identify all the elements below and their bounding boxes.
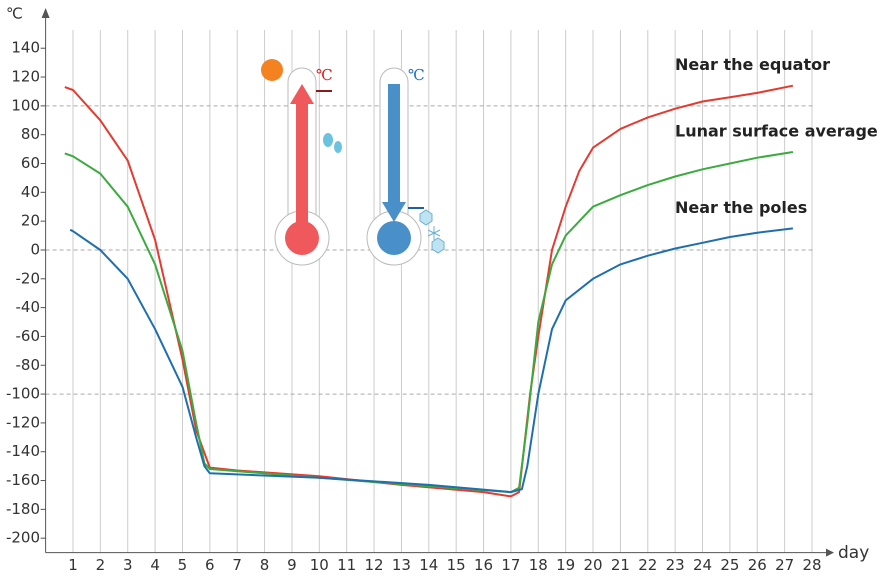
y-tick-label: -40 bbox=[16, 298, 41, 316]
series-label: Near the poles bbox=[675, 198, 807, 217]
y-tick-label: -80 bbox=[16, 356, 41, 374]
thermometer-bulb-fill bbox=[285, 221, 319, 255]
thermometer-bulb-fill bbox=[377, 221, 411, 255]
sun-icon bbox=[261, 59, 283, 81]
y-tick-label: 20 bbox=[21, 212, 40, 230]
thermometer-icons: ℃ ℃ bbox=[261, 59, 444, 265]
icon-unit: ℃ bbox=[316, 66, 333, 84]
x-tick-label: 25 bbox=[720, 556, 739, 574]
x-tick-label: 11 bbox=[337, 556, 356, 574]
x-tick-label: 17 bbox=[501, 556, 520, 574]
y-tick-label: -160 bbox=[6, 471, 40, 489]
x-tick-label: 12 bbox=[365, 556, 384, 574]
chart: ℃ day ℃ ℃ 123456789101112131415161718192… bbox=[0, 0, 885, 575]
x-tick-label: 19 bbox=[556, 556, 575, 574]
x-tick-label: 6 bbox=[205, 556, 215, 574]
series-label: Lunar surface average bbox=[675, 121, 878, 140]
y-tick-label: -100 bbox=[6, 385, 40, 403]
y-tick-label: -60 bbox=[16, 327, 41, 345]
x-tick-label: 4 bbox=[150, 556, 160, 574]
x-tick-label: 16 bbox=[474, 556, 493, 574]
x-tick-label: 1 bbox=[68, 556, 78, 574]
axis-arrow bbox=[826, 549, 834, 557]
series-label: Near the equator bbox=[675, 55, 830, 74]
x-tick-label: 21 bbox=[611, 556, 630, 574]
x-tick-label: 9 bbox=[287, 556, 297, 574]
ice bbox=[432, 238, 444, 253]
x-tick-label: 20 bbox=[583, 556, 602, 574]
x-tick-label: 2 bbox=[96, 556, 106, 574]
y-tick-label: -200 bbox=[6, 529, 40, 547]
x-tick-label: 14 bbox=[419, 556, 438, 574]
x-tick-label: 28 bbox=[802, 556, 821, 574]
y-tick-label: -180 bbox=[6, 500, 40, 518]
y-tick-label: 100 bbox=[11, 96, 40, 114]
y-tick-label: -140 bbox=[6, 442, 40, 460]
x-tick-label: 26 bbox=[748, 556, 767, 574]
thermometer-fill bbox=[296, 100, 308, 230]
icon-unit: ℃ bbox=[408, 66, 425, 84]
x-axis-label: day bbox=[838, 543, 869, 563]
x-tick-label: 8 bbox=[260, 556, 270, 574]
axis-arrow bbox=[42, 8, 50, 18]
y-tick-label: 80 bbox=[21, 125, 40, 143]
x-tick-label: 18 bbox=[529, 556, 548, 574]
x-tick-label: 3 bbox=[123, 556, 133, 574]
x-tick-label: 27 bbox=[775, 556, 794, 574]
drop bbox=[323, 133, 333, 147]
x-tick-label: 15 bbox=[447, 556, 466, 574]
x-tick-label: 22 bbox=[638, 556, 657, 574]
y-tick-label: 40 bbox=[21, 183, 40, 201]
x-tick-label: 24 bbox=[693, 556, 712, 574]
x-tick-label: 7 bbox=[232, 556, 242, 574]
y-axis-label: ℃ bbox=[6, 5, 23, 23]
x-tick-label: 23 bbox=[666, 556, 685, 574]
y-tick-label: -120 bbox=[6, 413, 40, 431]
y-tick-label: 60 bbox=[21, 154, 40, 172]
y-tick-label: 0 bbox=[30, 240, 40, 258]
y-tick-label: 140 bbox=[11, 39, 40, 57]
x-tick-label: 13 bbox=[392, 556, 411, 574]
y-tick-label: 120 bbox=[11, 68, 40, 86]
y-tick-label: -20 bbox=[16, 269, 41, 287]
series-line bbox=[70, 228, 793, 492]
drop bbox=[334, 141, 342, 153]
x-tick-label: 10 bbox=[310, 556, 329, 574]
x-tick-label: 5 bbox=[178, 556, 188, 574]
thermometer-fill bbox=[388, 84, 400, 204]
ice bbox=[420, 210, 432, 225]
